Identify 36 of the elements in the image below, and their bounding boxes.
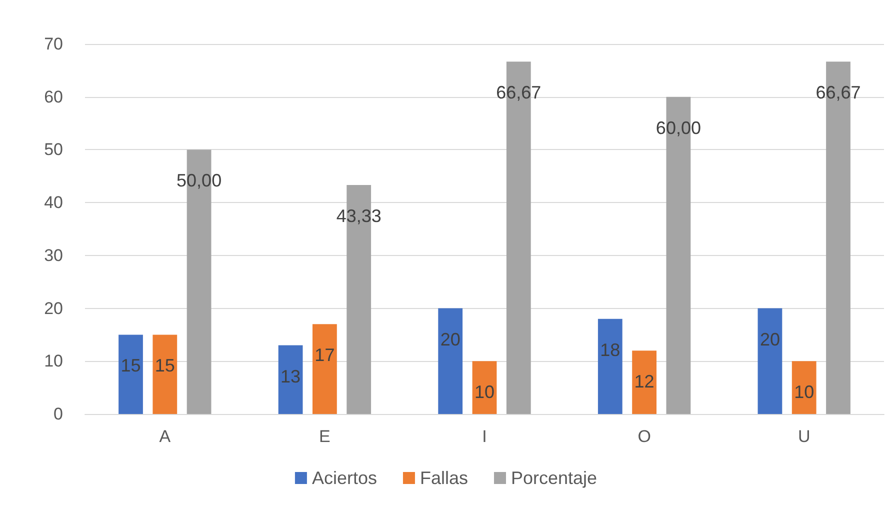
legend-label: Porcentaje <box>510 468 598 488</box>
legend-label: Aciertos <box>312 468 377 488</box>
bar <box>438 308 463 414</box>
data-label: 10 <box>794 382 814 402</box>
data-label: 12 <box>634 372 654 392</box>
bar <box>278 345 303 414</box>
y-tick-label: 60 <box>44 87 63 106</box>
x-tick-label: O <box>638 427 651 446</box>
y-tick-label: 30 <box>44 246 63 265</box>
bar <box>632 350 656 414</box>
y-tick-label: 20 <box>44 298 63 318</box>
bar <box>118 334 143 414</box>
data-label: 17 <box>314 345 335 366</box>
bar <box>598 318 622 414</box>
bar <box>792 361 816 414</box>
data-label: 15 <box>120 356 141 376</box>
data-label: 13 <box>280 366 301 386</box>
y-tick-label: 50 <box>44 140 63 160</box>
data-label: 20 <box>760 329 780 350</box>
bar <box>758 308 782 414</box>
y-tick-label: 0 <box>54 404 63 424</box>
data-label: 15 <box>154 356 175 376</box>
data-label: 10 <box>474 382 495 402</box>
x-tick-label: E <box>319 427 330 446</box>
y-tick-label: 10 <box>44 352 63 371</box>
bar <box>312 324 337 414</box>
bar <box>472 361 497 414</box>
y-tick-label: 70 <box>44 34 63 54</box>
y-tick-label: 40 <box>44 193 63 212</box>
x-tick-label: A <box>159 427 172 446</box>
bar <box>152 334 178 414</box>
data-label: 18 <box>600 340 620 360</box>
x-tick-label: I <box>482 427 487 446</box>
legend-label: Fallas <box>420 468 468 488</box>
x-tick-label: U <box>798 427 810 446</box>
data-label: 20 <box>440 329 460 350</box>
